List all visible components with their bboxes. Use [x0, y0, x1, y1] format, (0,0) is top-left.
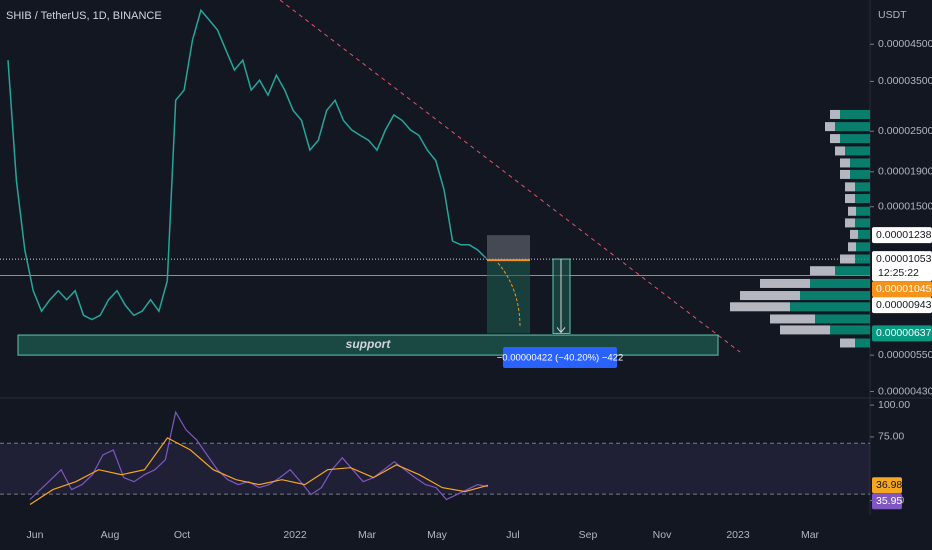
- volume-up: [855, 338, 870, 348]
- risk-box: [487, 235, 530, 260]
- x-tick-label: Aug: [101, 529, 120, 541]
- x-tick-label: Sep: [579, 529, 598, 541]
- volume-down: [830, 134, 840, 144]
- volume-up: [855, 218, 870, 228]
- measure-label-box: [503, 347, 617, 368]
- volume-down: [840, 338, 855, 348]
- price-label: 0.00000637: [876, 327, 932, 339]
- chart-title: SHIB / TetherUS, 1D, BINANCE: [6, 10, 162, 22]
- volume-up: [850, 158, 870, 168]
- price-label: 0.00001053: [876, 253, 932, 265]
- y-tick-label: 0.00002500: [878, 125, 932, 137]
- rsi-value-label: 36.98: [876, 479, 902, 491]
- x-tick-label: 2023: [726, 529, 750, 541]
- rsi-line: [29, 410, 489, 501]
- x-tick-label: Mar: [358, 529, 377, 541]
- y-tick-label: 0.00001500: [878, 201, 932, 213]
- price-label-box: [872, 281, 932, 298]
- volume-up: [850, 169, 870, 179]
- volume-down: [810, 266, 835, 276]
- unit-label: USDT: [878, 9, 907, 21]
- support-label: support: [346, 337, 392, 351]
- trend-line: [279, 0, 741, 353]
- volume-down: [770, 314, 815, 324]
- x-tick-label: 2022: [283, 529, 307, 541]
- volume-up: [855, 194, 870, 204]
- y-tick-label: 0.00003500: [878, 75, 932, 87]
- measure-label: −0.00000422 (−40.20%) −422: [497, 353, 624, 364]
- price-line: [7, 8, 487, 321]
- volume-down: [825, 122, 835, 132]
- volume-down: [848, 242, 856, 252]
- rsi-value-box: [872, 477, 902, 494]
- y-tick-label: 0.00000430: [878, 385, 932, 397]
- volume-down: [840, 158, 850, 168]
- projection-arrow: [497, 262, 521, 328]
- price-label: 0.00001045: [876, 283, 932, 295]
- volume-up: [835, 122, 870, 132]
- reward-box: [487, 259, 530, 334]
- volume-up: [835, 266, 870, 276]
- price-label-box: [872, 297, 932, 314]
- rsi-tick-label: 75.00: [878, 431, 904, 443]
- volume-down: [845, 218, 855, 228]
- volume-down: [850, 229, 858, 239]
- price-label-box: [872, 251, 932, 282]
- volume-up: [840, 109, 870, 119]
- volume-up: [858, 229, 870, 239]
- y-tick-label: 0.00000550: [878, 349, 932, 361]
- price-label: 0.00000943: [876, 299, 932, 311]
- measure-arrowhead: [556, 327, 566, 334]
- volume-up: [856, 206, 870, 216]
- x-tick-label: May: [427, 529, 448, 541]
- volume-down: [740, 291, 800, 301]
- volume-up: [815, 314, 870, 324]
- volume-down: [760, 278, 810, 288]
- volume-down: [845, 194, 855, 204]
- rsi-band: [0, 443, 870, 495]
- volume-down: [845, 182, 855, 192]
- x-tick-label: Jun: [27, 529, 44, 541]
- y-tick-label: 0.00001900: [878, 166, 932, 178]
- volume-up: [845, 146, 870, 156]
- volume-down: [840, 169, 850, 179]
- rsi-line: [29, 437, 489, 506]
- volume-up: [800, 291, 870, 301]
- volume-up: [855, 182, 870, 192]
- rsi-value-box: [872, 493, 902, 510]
- x-tick-label: Jul: [506, 529, 519, 541]
- volume-up: [810, 278, 870, 288]
- volume-down: [730, 302, 790, 312]
- countdown: 12:25:22: [878, 267, 919, 279]
- volume-up: [830, 325, 870, 335]
- volume-down: [840, 254, 855, 264]
- volume-down: [835, 146, 845, 156]
- rsi-value-label: 35.95: [876, 495, 902, 507]
- volume-up: [855, 254, 870, 264]
- price-label: 0.00001238: [876, 229, 932, 241]
- price-label-box: [872, 227, 932, 244]
- x-tick-label: Mar: [801, 529, 820, 541]
- rsi-tick-label: 100.00: [878, 399, 910, 411]
- volume-down: [780, 325, 830, 335]
- price-label-box: [872, 325, 932, 342]
- volume-down: [830, 109, 840, 119]
- x-tick-label: Oct: [174, 529, 190, 541]
- y-tick-label: 0.00004500: [878, 38, 932, 50]
- volume-up: [790, 302, 870, 312]
- x-tick-label: Nov: [653, 529, 672, 541]
- volume-up: [840, 134, 870, 144]
- volume-down: [848, 206, 856, 216]
- volume-up: [856, 242, 870, 252]
